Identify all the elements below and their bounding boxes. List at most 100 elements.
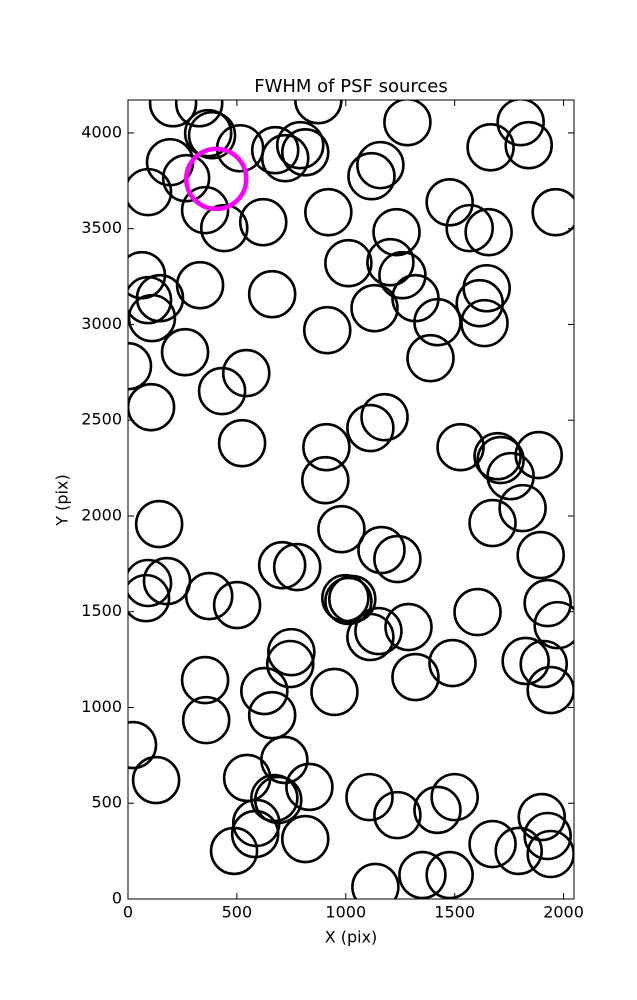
y-tick-label: 4000 [81,122,122,141]
source-marker [466,123,515,172]
source-marker [354,606,403,656]
source-marker [175,260,225,310]
source-marker [131,755,181,805]
source-marker [413,785,462,835]
plot-frame [127,99,575,900]
source-marker [250,125,300,175]
source-marker [494,826,543,876]
source-marker [128,558,173,608]
y-axis-label: Y (pix) [53,474,72,526]
source-marker [302,422,351,472]
source-marker [180,655,230,705]
source-marker [310,667,359,717]
source-marker [445,203,494,253]
x-tick-label: 1000 [325,903,366,922]
source-marker [351,862,400,899]
x-tick-label: 2000 [543,903,584,922]
source-marker [135,273,185,323]
source-marker [324,576,373,626]
source-marker [455,278,505,328]
chart-title: FWHM of PSF sources [254,76,448,97]
source-marker [517,792,567,842]
source-marker [360,392,409,442]
source-marker [128,382,176,432]
source-marker [183,108,233,158]
source-marker [531,187,574,237]
source-marker [398,850,447,899]
source-marker [301,455,350,505]
source-marker [265,639,315,689]
source-marker [468,819,517,869]
source-marker [212,580,262,630]
source-marker [498,483,547,533]
source-marker [347,151,396,201]
source-marker [486,451,535,501]
x-tick-label: 1500 [434,903,475,922]
x-tick-label: 500 [222,903,253,922]
source-marker [468,498,517,548]
source-marker [350,283,399,333]
source-marker [372,207,421,257]
source-marker [187,110,237,160]
source-marker [357,525,406,575]
source-marker [267,627,316,677]
y-tick-label: 2000 [81,505,122,524]
y-tick-label: 1500 [81,601,122,620]
source-marker [180,185,230,235]
source-marker [148,100,198,128]
source-marker [302,305,352,355]
source-marker [240,666,289,716]
source-marker [345,772,394,822]
source-marker [260,735,309,785]
plot-marks [128,100,574,899]
source-marker [238,197,288,247]
source-marker [304,187,353,237]
source-marker [384,602,433,652]
source-marker [247,269,297,319]
source-marker [183,146,249,212]
source-marker [272,542,322,592]
source-marker [436,422,485,472]
source-marker [197,366,247,416]
source-marker [519,639,569,689]
source-marker [526,665,574,715]
source-marker [346,612,395,662]
source-marker [428,638,477,688]
source-marker [523,811,572,861]
source-marker [464,207,513,257]
source-marker [128,341,153,391]
source-marker [257,540,307,590]
x-tick-label: 0 [123,903,133,922]
source-marker [406,333,455,383]
source-marker [221,348,271,398]
source-marker [128,720,158,770]
source-marker [247,690,297,740]
source-marker [476,435,525,485]
source-marker [373,534,422,584]
source-marker [280,814,330,864]
source-marker [142,556,192,606]
source-marker [430,772,479,822]
source-marker [383,100,432,147]
y-tick-label: 2500 [81,410,122,429]
source-marker [356,140,405,190]
source-marker [217,418,267,468]
source-marker [324,238,373,288]
y-tick-label: 0 [112,889,122,908]
source-marker [184,571,234,621]
source-marker [425,850,474,899]
source-marker [199,203,249,253]
source-marker [504,120,554,170]
source-marker [174,100,224,128]
source-marker [425,177,474,227]
source-marker [516,530,565,580]
y-tick-label: 500 [91,793,122,812]
source-marker [533,600,574,650]
source-marker [453,587,502,637]
y-tick-label: 1000 [81,697,122,716]
x-axis-label: X (pix) [325,928,378,947]
source-marker [501,636,550,686]
source-marker [514,430,564,480]
source-marker [260,133,310,183]
source-marker [209,826,259,876]
